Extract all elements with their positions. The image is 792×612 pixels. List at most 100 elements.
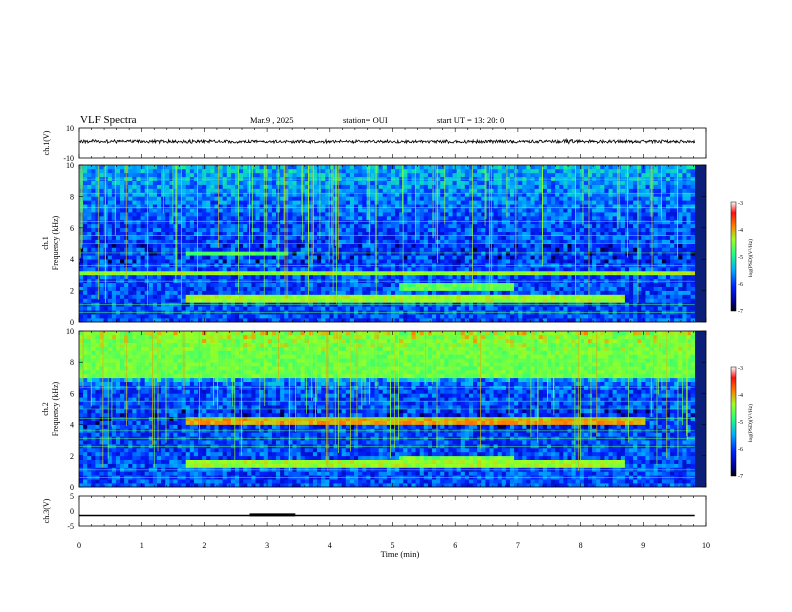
spectrogram-cell xyxy=(551,314,556,319)
spectrogram-cell xyxy=(530,219,535,225)
spectrogram-cell xyxy=(468,318,474,323)
spectrogram-cell xyxy=(148,255,154,260)
spectrogram-cell xyxy=(358,227,363,233)
spectrogram-cell xyxy=(292,286,297,291)
spectrogram-cell xyxy=(349,294,355,299)
spectrogram-cell xyxy=(460,255,466,260)
spectrogram-cell xyxy=(148,180,154,185)
spectrogram-cell xyxy=(456,184,462,189)
spectrogram-cell xyxy=(534,259,540,264)
spectrogram-cell xyxy=(468,306,474,311)
spectrogram-cell xyxy=(91,282,96,287)
spectrogram-cell xyxy=(542,267,548,272)
spectrogram-cell xyxy=(115,180,121,185)
spectrogram-cell xyxy=(304,286,310,291)
spectrogram-cell xyxy=(103,231,109,236)
spectrogram-cell xyxy=(156,243,162,248)
spectrogram-cell xyxy=(312,247,318,252)
spectrogram-cell xyxy=(218,212,223,217)
spectrogram-cell xyxy=(497,188,503,193)
spectrogram-cell xyxy=(103,184,109,189)
spectrogram-cell xyxy=(378,196,384,201)
spectrogram-cell xyxy=(239,267,244,272)
spectrogram-cell xyxy=(497,219,503,225)
spectrogram-cell xyxy=(358,314,363,319)
spectrogram-cell xyxy=(514,200,519,205)
spectrogram-cell xyxy=(321,243,326,248)
spectrogram-cell xyxy=(522,286,527,291)
spectrogram-cell xyxy=(325,219,330,225)
spectrogram-cell xyxy=(378,208,384,213)
spectrogram-cell xyxy=(337,306,342,311)
spectrogram-cell xyxy=(514,306,519,311)
spectrogram-cell xyxy=(263,247,269,252)
spectrogram-cell xyxy=(115,227,121,233)
spectrogram-cell xyxy=(366,192,371,197)
spectrogram-cell xyxy=(423,274,429,280)
spectrogram-cell xyxy=(567,180,572,185)
spectrogram-cell xyxy=(169,219,174,225)
spectrogram-cell xyxy=(148,298,154,303)
spectrogram-cell xyxy=(288,235,293,240)
spectrogram-cell xyxy=(395,188,400,193)
spectrogram-cell xyxy=(485,259,490,264)
spectrogram-cell xyxy=(399,251,404,256)
spectrogram-cell xyxy=(83,168,88,174)
spectrogram-cell xyxy=(542,286,548,291)
spectrogram-cell xyxy=(329,243,334,248)
spectrogram-cell xyxy=(464,212,470,217)
spectrogram-cell xyxy=(349,243,355,248)
spectrogram-cell xyxy=(481,231,486,236)
spectrogram-cell xyxy=(366,298,371,303)
spectrogram-cell xyxy=(206,286,211,291)
spectrogram-cell xyxy=(152,243,158,248)
spectrogram-cell xyxy=(218,172,223,178)
spectrogram-cell xyxy=(382,259,388,264)
spectrogram-cell xyxy=(165,243,170,248)
spectrogram-cell xyxy=(267,235,273,240)
spectrogram-cell xyxy=(505,180,511,185)
spectrogram-cell xyxy=(234,208,240,213)
spectrogram-cell xyxy=(115,212,121,217)
spectrogram-cell xyxy=(271,196,277,201)
spectrogram-cell xyxy=(214,204,219,209)
spectrogram-cell xyxy=(390,188,396,193)
spectrogram-cell xyxy=(563,219,568,225)
spectrogram-cell xyxy=(374,227,379,233)
spectrogram-cell xyxy=(374,318,379,323)
spectrogram-cell xyxy=(312,298,318,303)
spectrogram-cell xyxy=(341,255,347,260)
spectrogram-cell xyxy=(567,243,572,248)
spectrogram-cell xyxy=(395,180,400,185)
spectrogram-cell xyxy=(276,267,281,272)
spectrogram-cell xyxy=(288,216,293,221)
spectrogram-cell xyxy=(136,212,141,217)
spectrogram-cell xyxy=(354,255,359,260)
spectrogram-cell xyxy=(546,188,552,193)
spectrogram-cell xyxy=(161,243,166,248)
spectrogram-cell xyxy=(214,172,219,178)
spectrogram-cell xyxy=(411,200,416,205)
spectrogram-cell xyxy=(193,243,199,248)
spectrogram-cell xyxy=(366,180,371,185)
spectrogram-cell xyxy=(304,290,310,295)
spectrogram-cell xyxy=(292,298,297,303)
spectrogram-cell xyxy=(132,294,137,299)
spectrogram-cell xyxy=(165,172,170,178)
spectrogram-cell xyxy=(148,247,154,252)
spectrogram-cell xyxy=(152,204,158,209)
spectrogram-cell xyxy=(399,282,404,287)
spectrogram-cell xyxy=(156,227,162,233)
spectrogram-cell xyxy=(263,298,269,303)
spectrogram-cell xyxy=(473,255,478,260)
spectrogram-cell xyxy=(386,192,392,197)
spectrogram-cell xyxy=(505,219,511,225)
spectrogram-cell xyxy=(165,255,170,260)
spectrogram-cell xyxy=(514,243,519,248)
spectrogram-cell xyxy=(341,306,347,311)
spectrogram-cell xyxy=(423,267,429,272)
spectrogram-cell xyxy=(312,267,318,272)
spectrogram-cell xyxy=(432,318,437,323)
spectrogram-cell xyxy=(152,219,158,225)
spectrogram-cell xyxy=(395,196,400,201)
